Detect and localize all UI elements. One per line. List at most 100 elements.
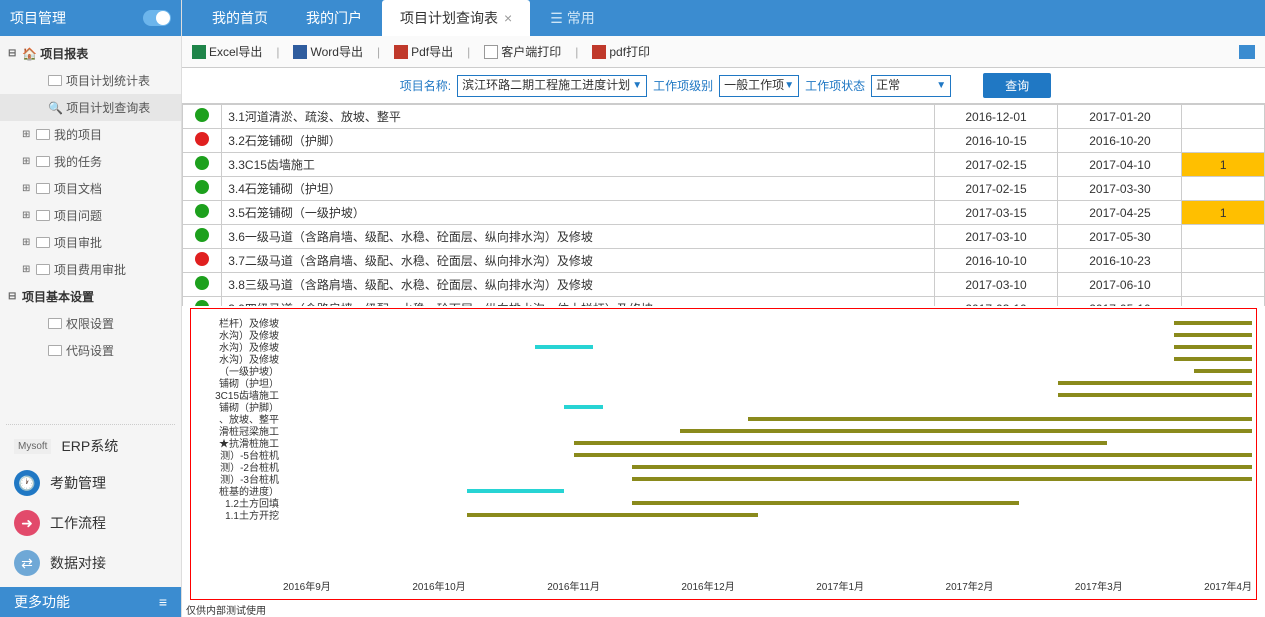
- gantt-bar: [748, 417, 1252, 421]
- table-row[interactable]: 3.5石笼铺砌（一级护坡）2017-03-152017-04-251: [183, 201, 1265, 225]
- app-icon: ⇄: [14, 550, 40, 576]
- file-icon: [592, 45, 606, 59]
- project-label: 项目名称:: [396, 77, 455, 94]
- gantt-ylabel: 水沟）及修坡: [191, 331, 279, 343]
- flag-cell: [1182, 105, 1265, 129]
- tab[interactable]: 项目计划查询表×: [382, 0, 530, 36]
- table-row[interactable]: 3.6一级马道（含路肩墙、级配、水稳、砼面层、纵向排水沟）及修坡2017-03-…: [183, 225, 1265, 249]
- name-cell: 3.2石笼铺砌（护脚）: [222, 129, 934, 153]
- start-cell: 2017-03-10: [934, 273, 1058, 297]
- gantt-ylabel: 栏杆）及修坡: [191, 319, 279, 331]
- side-app[interactable]: 🕐考勤管理: [0, 463, 181, 503]
- side-app[interactable]: ➜工作流程: [0, 503, 181, 543]
- export-button[interactable]: 客户端打印: [484, 43, 561, 60]
- gantt-xtick: 2017年1月: [816, 578, 864, 593]
- sidebar-toggle[interactable]: [143, 10, 171, 26]
- tab[interactable]: 我的门户: [288, 0, 380, 36]
- erp-logo: Mysoft: [14, 439, 51, 454]
- tree-item[interactable]: ⊞ 项目费用审批: [0, 256, 181, 283]
- status-dot: [195, 228, 209, 242]
- status-select[interactable]: 正常 ▼: [871, 75, 951, 97]
- name-cell: 3.7二级马道（含路肩墙、级配、水稳、砼面层、纵向排水沟）及修坡: [222, 249, 934, 273]
- separator: |: [467, 45, 470, 59]
- table-row[interactable]: 3.8三级马道（含路肩墙、级配、水稳、砼面层、纵向排水沟）及修坡2017-03-…: [183, 273, 1265, 297]
- tree-group[interactable]: ⊟ 🏠 项目报表: [0, 40, 181, 67]
- export-button[interactable]: Word导出: [293, 43, 362, 60]
- tree-item[interactable]: ⊞ 项目问题: [0, 202, 181, 229]
- tree-item[interactable]: ⊞ 项目文档: [0, 175, 181, 202]
- tree-item[interactable]: 代码设置: [0, 337, 181, 364]
- gantt-ylabel: ★抗滑桩施工: [191, 439, 279, 451]
- project-select[interactable]: 滨江环路二期工程施工进度计划 ▼: [457, 75, 647, 97]
- flag-cell: [1182, 297, 1265, 307]
- level-select[interactable]: 一般工作项 ▼: [719, 75, 799, 97]
- status-cell: [183, 153, 222, 177]
- table-row[interactable]: 3.1河道清淤、疏浚、放坡、整平2016-12-012017-01-20: [183, 105, 1265, 129]
- tree-item[interactable]: ⊞ 我的项目: [0, 121, 181, 148]
- gantt-bar: [1174, 345, 1252, 349]
- doc-icon: [36, 156, 50, 167]
- tree-item[interactable]: 项目计划统计表: [0, 67, 181, 94]
- status-dot: [195, 252, 209, 266]
- status-dot: [195, 204, 209, 218]
- gantt-bar: [535, 345, 593, 349]
- side-app[interactable]: ⇄ 数据对接: [0, 543, 181, 583]
- export-button[interactable]: pdf打印: [592, 43, 650, 60]
- expander-icon: ⊞: [22, 156, 32, 167]
- end-cell: 2016-10-20: [1058, 129, 1182, 153]
- app-icon: ➜: [14, 510, 40, 536]
- export-button[interactable]: Pdf导出: [394, 43, 453, 60]
- table-row[interactable]: 3.9四级马道（含路肩墙、级配、水稳、砼面层、纵向排水沟、仿木栏杆）及修坡201…: [183, 297, 1265, 307]
- gantt-xtick: 2016年12月: [681, 578, 734, 593]
- status-cell: [183, 249, 222, 273]
- expander-icon: ⊟: [8, 291, 18, 302]
- expander-icon: ⊞: [22, 264, 32, 275]
- status-cell: [183, 201, 222, 225]
- gantt-bar: [574, 453, 1252, 457]
- doc-icon: [48, 75, 62, 86]
- gantt-bar: [1058, 393, 1252, 397]
- query-button[interactable]: 查询: [983, 73, 1051, 98]
- tree-item[interactable]: 权限设置: [0, 310, 181, 337]
- tree-item[interactable]: ⊞ 项目审批: [0, 229, 181, 256]
- tree-item[interactable]: ⊞ 我的任务: [0, 148, 181, 175]
- gantt-ylabel: 3C15齿墙施工: [191, 391, 279, 403]
- table-row[interactable]: 3.2石笼铺砌（护脚）2016-10-152016-10-20: [183, 129, 1265, 153]
- tree-group[interactable]: ⊟ 项目基本设置: [0, 283, 181, 310]
- expander-icon: ⊞: [22, 237, 32, 248]
- status-dot: [195, 132, 209, 146]
- name-cell: 3.3C15齿墙施工: [222, 153, 934, 177]
- more-button[interactable]: 更多功能 ≡: [0, 587, 181, 617]
- side-app[interactable]: MysoftERP系统: [0, 429, 181, 463]
- separator: |: [276, 45, 279, 59]
- export-button[interactable]: Excel导出: [192, 43, 262, 60]
- flag-cell: [1182, 249, 1265, 273]
- tree-item[interactable]: 🔍 项目计划查询表: [0, 94, 181, 121]
- hamburger-icon: ≡: [159, 594, 167, 610]
- status-cell: [183, 297, 222, 307]
- close-icon[interactable]: ×: [504, 10, 512, 26]
- flag-cell: 1: [1182, 153, 1265, 177]
- footer-note: 仅供内部测试使用: [182, 602, 1265, 617]
- gantt-bar: [1194, 369, 1252, 373]
- sidebar-title: 项目管理: [10, 8, 66, 28]
- gantt-xtick: 2016年10月: [412, 578, 465, 593]
- minimize-icon[interactable]: [1239, 45, 1255, 59]
- end-cell: 2017-04-10: [1058, 153, 1182, 177]
- table-row[interactable]: 3.4石笼铺砌（护坦）2017-02-152017-03-30: [183, 177, 1265, 201]
- tab-common[interactable]: ☰ 常用: [532, 0, 613, 36]
- status-dot: [195, 156, 209, 170]
- gantt-ylabel: 水沟）及修坡: [191, 355, 279, 367]
- name-cell: 3.9四级马道（含路肩墙、级配、水稳、砼面层、纵向排水沟、仿木栏杆）及修坡: [222, 297, 934, 307]
- gantt-bar: [467, 489, 564, 493]
- end-cell: 2017-05-30: [1058, 225, 1182, 249]
- tab[interactable]: 我的首页: [194, 0, 286, 36]
- gantt-ylabel: 测）-2台桩机: [191, 463, 279, 475]
- status-value: 正常: [876, 78, 900, 92]
- table-row[interactable]: 3.3C15齿墙施工2017-02-152017-04-101: [183, 153, 1265, 177]
- gantt-bar: [1174, 333, 1252, 337]
- status-cell: [183, 225, 222, 249]
- table-row[interactable]: 3.7二级马道（含路肩墙、级配、水稳、砼面层、纵向排水沟）及修坡2016-10-…: [183, 249, 1265, 273]
- name-cell: 3.6一级马道（含路肩墙、级配、水稳、砼面层、纵向排水沟）及修坡: [222, 225, 934, 249]
- app-label: 数据对接: [50, 553, 106, 573]
